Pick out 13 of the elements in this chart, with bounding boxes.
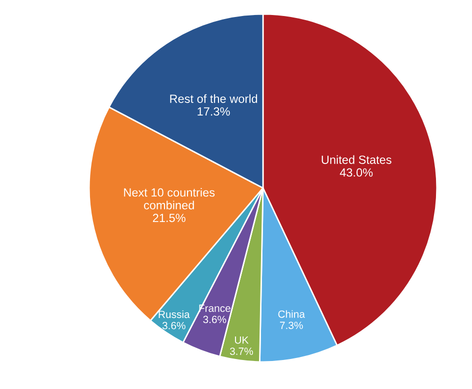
slice-label: United States: [322, 155, 392, 164]
data-label: 21.5%: [152, 214, 186, 222]
data-label: 17.3%: [198, 107, 230, 116]
slice-label: China: [278, 310, 305, 318]
slice-label: UK: [235, 336, 249, 344]
slice-label: Rest of the world: [170, 94, 258, 103]
data-label: 43.0%: [340, 168, 373, 177]
slice-label: Russia: [158, 310, 190, 318]
data-label: 3.7%: [230, 348, 253, 355]
slice-label: Next 10 countries combined: [124, 188, 215, 210]
data-label: 7.3%: [280, 322, 303, 330]
data-label: 3.6%: [203, 316, 226, 324]
data-label: 3.6%: [162, 322, 186, 330]
